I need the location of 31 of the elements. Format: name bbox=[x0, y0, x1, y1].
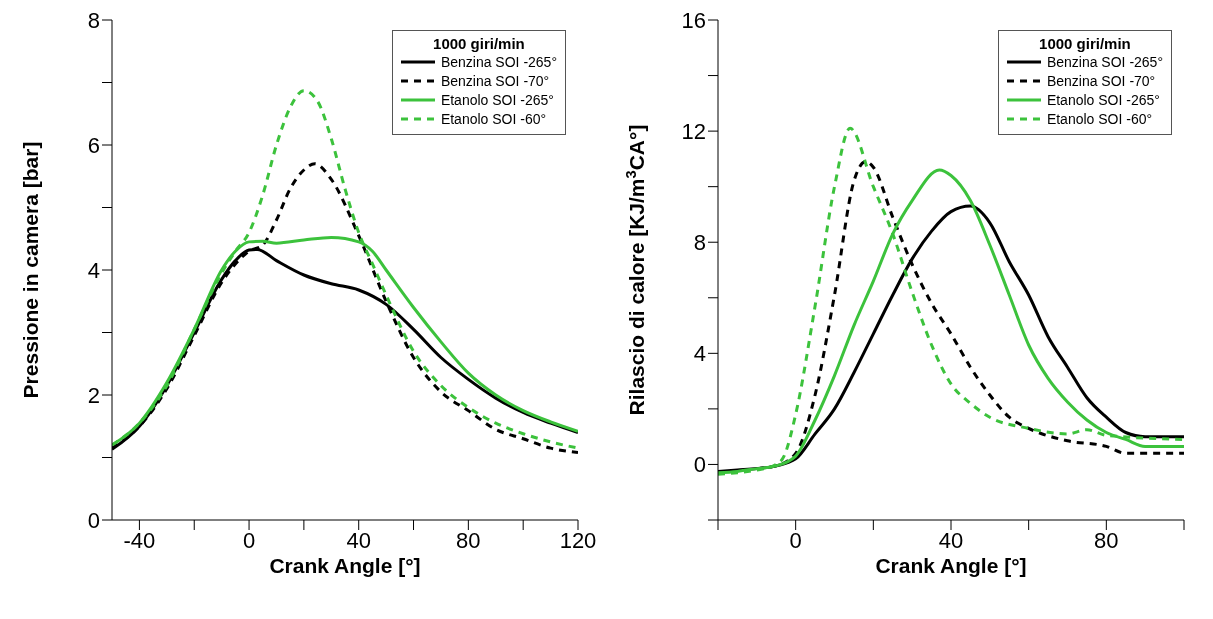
y-tick-label: 16 bbox=[681, 7, 706, 33]
legend-label: Benzina SOI -265° bbox=[1046, 53, 1163, 70]
legend-title: 1000 giri/min bbox=[433, 35, 525, 52]
x-axis-title: Crank Angle [°] bbox=[875, 554, 1027, 577]
y-tick-label: 2 bbox=[87, 382, 100, 408]
y-tick-label: 0 bbox=[693, 452, 706, 478]
x-tick-label: 0 bbox=[789, 527, 802, 553]
y-axis-title: Pressione in camera [bar] bbox=[19, 141, 42, 399]
x-tick-label: -40 bbox=[123, 527, 156, 553]
legend-title: 1000 giri/min bbox=[1039, 35, 1131, 52]
y-tick-label: 4 bbox=[693, 341, 706, 367]
legend-label: Benzina SOI -265° bbox=[440, 53, 557, 70]
legend-label: Etanolo SOI -60° bbox=[440, 110, 547, 127]
y-tick-label: 12 bbox=[681, 118, 706, 144]
y-tick-label: 0 bbox=[87, 507, 100, 533]
legend-label: Benzina SOI -70° bbox=[440, 72, 550, 89]
x-tick-label: 40 bbox=[346, 527, 371, 553]
legend-label: Etanolo SOI -265° bbox=[440, 91, 554, 108]
x-axis-title: Crank Angle [°] bbox=[269, 554, 421, 577]
y-tick-label: 8 bbox=[693, 230, 706, 256]
y-tick-label: 6 bbox=[87, 132, 100, 158]
legend-label: Etanolo SOI -60° bbox=[1046, 110, 1153, 127]
legend-label: Etanolo SOI -265° bbox=[1046, 91, 1160, 108]
x-tick-label: 80 bbox=[1094, 527, 1119, 553]
x-tick-label: 120 bbox=[559, 527, 597, 553]
legend-label: Benzina SOI -70° bbox=[1046, 72, 1156, 89]
x-tick-label: 0 bbox=[242, 527, 256, 553]
x-tick-label: 80 bbox=[456, 527, 481, 553]
y-tick-label: 8 bbox=[87, 7, 100, 33]
x-tick-label: 40 bbox=[938, 527, 964, 553]
y-tick-label: 4 bbox=[87, 257, 100, 283]
